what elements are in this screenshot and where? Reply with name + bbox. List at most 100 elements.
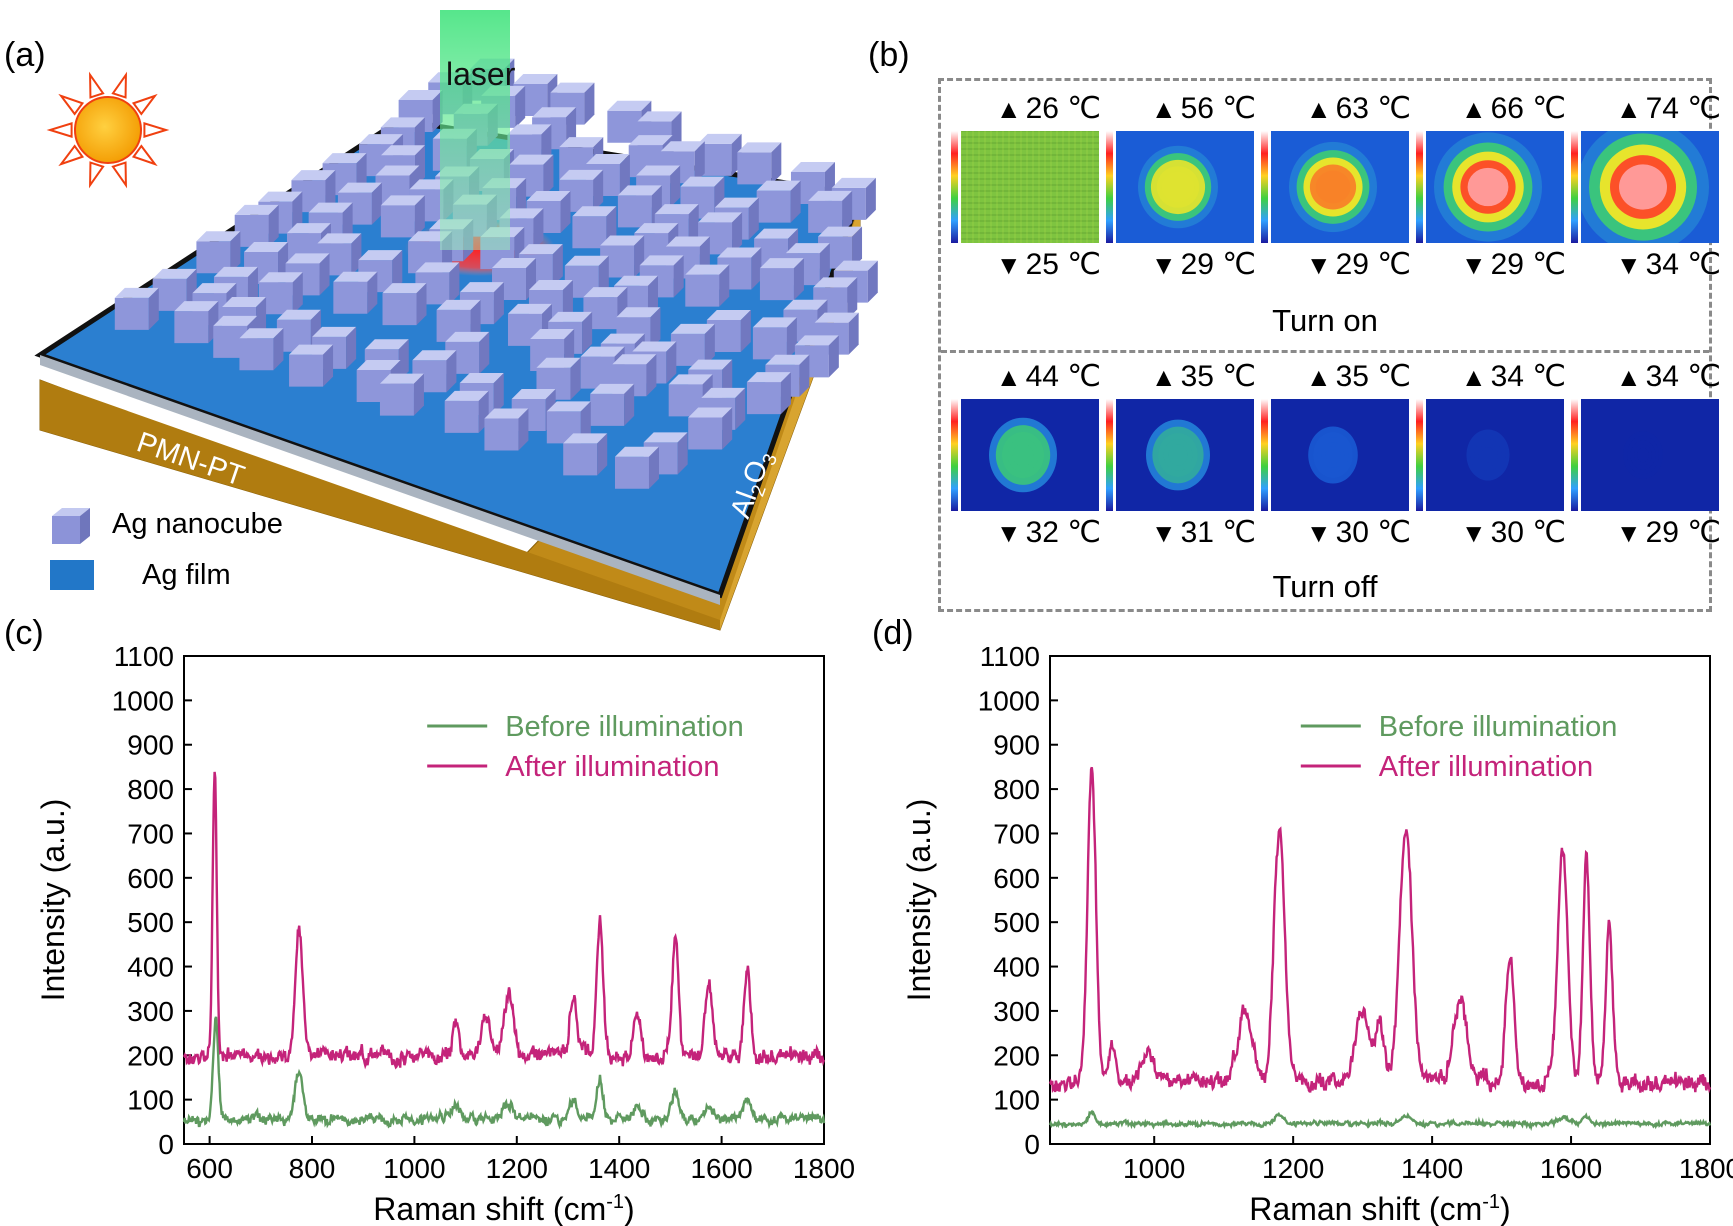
thermal-max-temp: 35 ℃	[1306, 359, 1411, 394]
raman-chart-c: 0 100 200 300 400 500 600 700 800 900 1000 1100 600 8…	[35, 641, 855, 1226]
ag-nanocube	[563, 433, 608, 476]
thermal-frame: 35 ℃ 30 ℃	[1261, 359, 1411, 549]
thermal-min-temp: 29 ℃	[1461, 247, 1566, 282]
y-tick-label: 700	[127, 818, 174, 849]
thermal-colorbar	[1261, 399, 1268, 511]
y-tick-label: 600	[993, 863, 1040, 894]
thermal-frame: 74 ℃ 34 ℃	[1571, 91, 1721, 281]
x-tick-label: 1000	[383, 1153, 445, 1184]
legend-nanocube-label: Ag nanocube	[112, 508, 283, 540]
ag-nanocube	[746, 372, 791, 415]
x-tick-label: 1800	[1679, 1153, 1733, 1184]
x-tick-label: 1800	[793, 1153, 855, 1184]
ag-nanocube	[444, 390, 489, 433]
ag-nanocube	[380, 195, 425, 238]
turn-on-label: Turn on	[1272, 303, 1378, 338]
ag-nanocube	[697, 133, 742, 176]
x-tick-label: 1400	[588, 1153, 650, 1184]
sun-ray	[111, 71, 127, 99]
ag-nanocube	[808, 190, 853, 233]
thermal-frame: 63 ℃ 29 ℃	[1261, 91, 1411, 281]
thermal-colorbar	[1571, 399, 1578, 511]
y-tick-label: 400	[993, 952, 1040, 983]
thermal-image	[1271, 399, 1409, 511]
dielectric-label: Al2O3	[725, 446, 783, 524]
thermal-colorbar	[1106, 131, 1113, 243]
thermal-max-temp: 63 ℃	[1306, 91, 1411, 126]
sun-ray	[111, 161, 127, 189]
y-tick-label: 200	[127, 1040, 174, 1071]
thermal-image	[961, 399, 1099, 511]
ag-nanocube	[276, 309, 321, 352]
thermal-colorbar	[951, 399, 958, 511]
legend-label: After illumination	[505, 751, 719, 783]
thermal-min-temp: 30 ℃	[1461, 515, 1566, 550]
schematic-illustration: laser PMN-PT Al2O3 Ag nanocube Ag film	[34, 10, 878, 631]
sun-ray	[131, 93, 158, 116]
y-tick-label: 100	[993, 1085, 1040, 1116]
y-axis-label: Intensity (a.u.)	[901, 799, 937, 1002]
sun-ray	[131, 144, 158, 167]
thermal-image	[961, 131, 1099, 243]
ag-nanocube	[289, 344, 334, 387]
ag-nanocube	[379, 373, 424, 416]
thermal-max-temp: 34 ℃	[1461, 359, 1566, 394]
thermal-max-temp: 44 ℃	[996, 359, 1101, 394]
sun-icon	[46, 71, 170, 189]
thermal-image	[1116, 131, 1254, 243]
thermal-colorbar	[1571, 131, 1578, 243]
legend-film-label: Ag film	[142, 559, 231, 591]
thermal-colorbar	[1106, 399, 1113, 511]
thermal-image	[1581, 399, 1719, 511]
sun-ray	[58, 93, 85, 116]
thermal-colorbar	[1416, 399, 1423, 511]
legend-label: Before illumination	[505, 711, 744, 743]
ag-nanocube	[258, 272, 303, 315]
y-tick-label: 200	[993, 1040, 1040, 1071]
y-tick-label: 500	[127, 907, 174, 938]
y-tick-label: 1100	[980, 641, 1040, 672]
y-tick-label: 800	[993, 774, 1040, 805]
thermal-frame: 26 ℃ 25 ℃	[951, 91, 1101, 281]
y-tick-label: 400	[127, 952, 174, 983]
thermal-min-temp: 32 ℃	[996, 515, 1101, 550]
y-tick-label: 900	[127, 730, 174, 761]
x-tick-label: 800	[289, 1153, 336, 1184]
thermal-min-temp: 29 ℃	[1616, 515, 1721, 550]
legend-label: Before illumination	[1379, 711, 1618, 743]
x-tick-label: 1200	[486, 1153, 548, 1184]
thermal-max-temp: 26 ℃	[996, 91, 1101, 126]
sun-ray	[143, 122, 170, 138]
thermal-frame: 66 ℃ 29 ℃	[1416, 91, 1566, 281]
ag-nanocube	[572, 206, 617, 249]
thermal-max-temp: 66 ℃	[1461, 91, 1566, 126]
laser-beam	[440, 10, 510, 250]
ag-nanocube	[114, 287, 159, 330]
ag-nanocube	[706, 309, 751, 352]
thermal-max-temp: 34 ℃	[1616, 359, 1721, 394]
sun-ray	[89, 161, 105, 189]
y-tick-label: 1000	[112, 685, 174, 716]
legend-nanocube-icon	[52, 508, 90, 544]
y-tick-label: 700	[993, 818, 1040, 849]
x-tick-label: 1600	[690, 1153, 752, 1184]
thermal-divider	[941, 350, 1709, 353]
legend-film-swatch	[50, 560, 94, 590]
thermal-max-temp: 74 ℃	[1616, 91, 1721, 126]
y-tick-label: 0	[158, 1129, 174, 1160]
y-tick-label: 300	[993, 996, 1040, 1027]
sun-ray	[89, 71, 105, 99]
thermal-frame: 56 ℃ 29 ℃	[1106, 91, 1256, 281]
series-line	[1048, 1109, 1712, 1132]
ag-nanocube	[234, 204, 279, 247]
y-tick-label: 100	[127, 1085, 174, 1116]
ag-nanocube	[688, 407, 733, 450]
y-tick-label: 0	[1024, 1129, 1040, 1160]
y-tick-label: 900	[993, 730, 1040, 761]
thermal-max-temp: 56 ℃	[1151, 91, 1256, 126]
legend-label: After illumination	[1379, 751, 1593, 783]
y-tick-label: 500	[993, 907, 1040, 938]
x-tick-label: 1400	[1401, 1153, 1463, 1184]
plot-frame	[183, 655, 825, 1145]
thermal-frame: 34 ℃ 29 ℃	[1571, 359, 1721, 549]
